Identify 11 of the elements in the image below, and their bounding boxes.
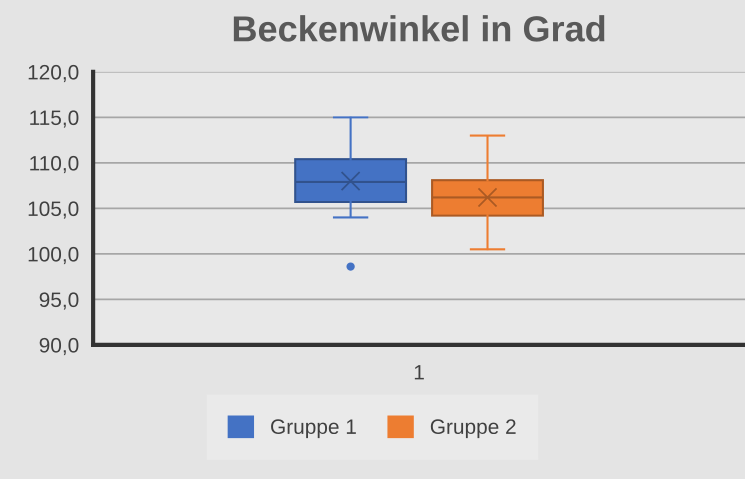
- y-tick-label: 120,0: [28, 64, 78, 82]
- y-tick-label: 110,0: [30, 156, 78, 174]
- y-tick-label: 105,0: [28, 201, 78, 219]
- legend-label: Gruppe 2: [430, 419, 516, 438]
- x-tick-label: 1: [414, 365, 424, 380]
- y-tick-label: 95,0: [40, 292, 78, 310]
- legend-label: Gruppe 1: [271, 419, 356, 438]
- y-tick-label: 90,0: [40, 338, 78, 356]
- y-tick-label: 115,0: [30, 110, 78, 128]
- y-tick-label: 100,0: [28, 246, 78, 264]
- chart-title: Beckenwinkel in Grad: [234, 15, 604, 42]
